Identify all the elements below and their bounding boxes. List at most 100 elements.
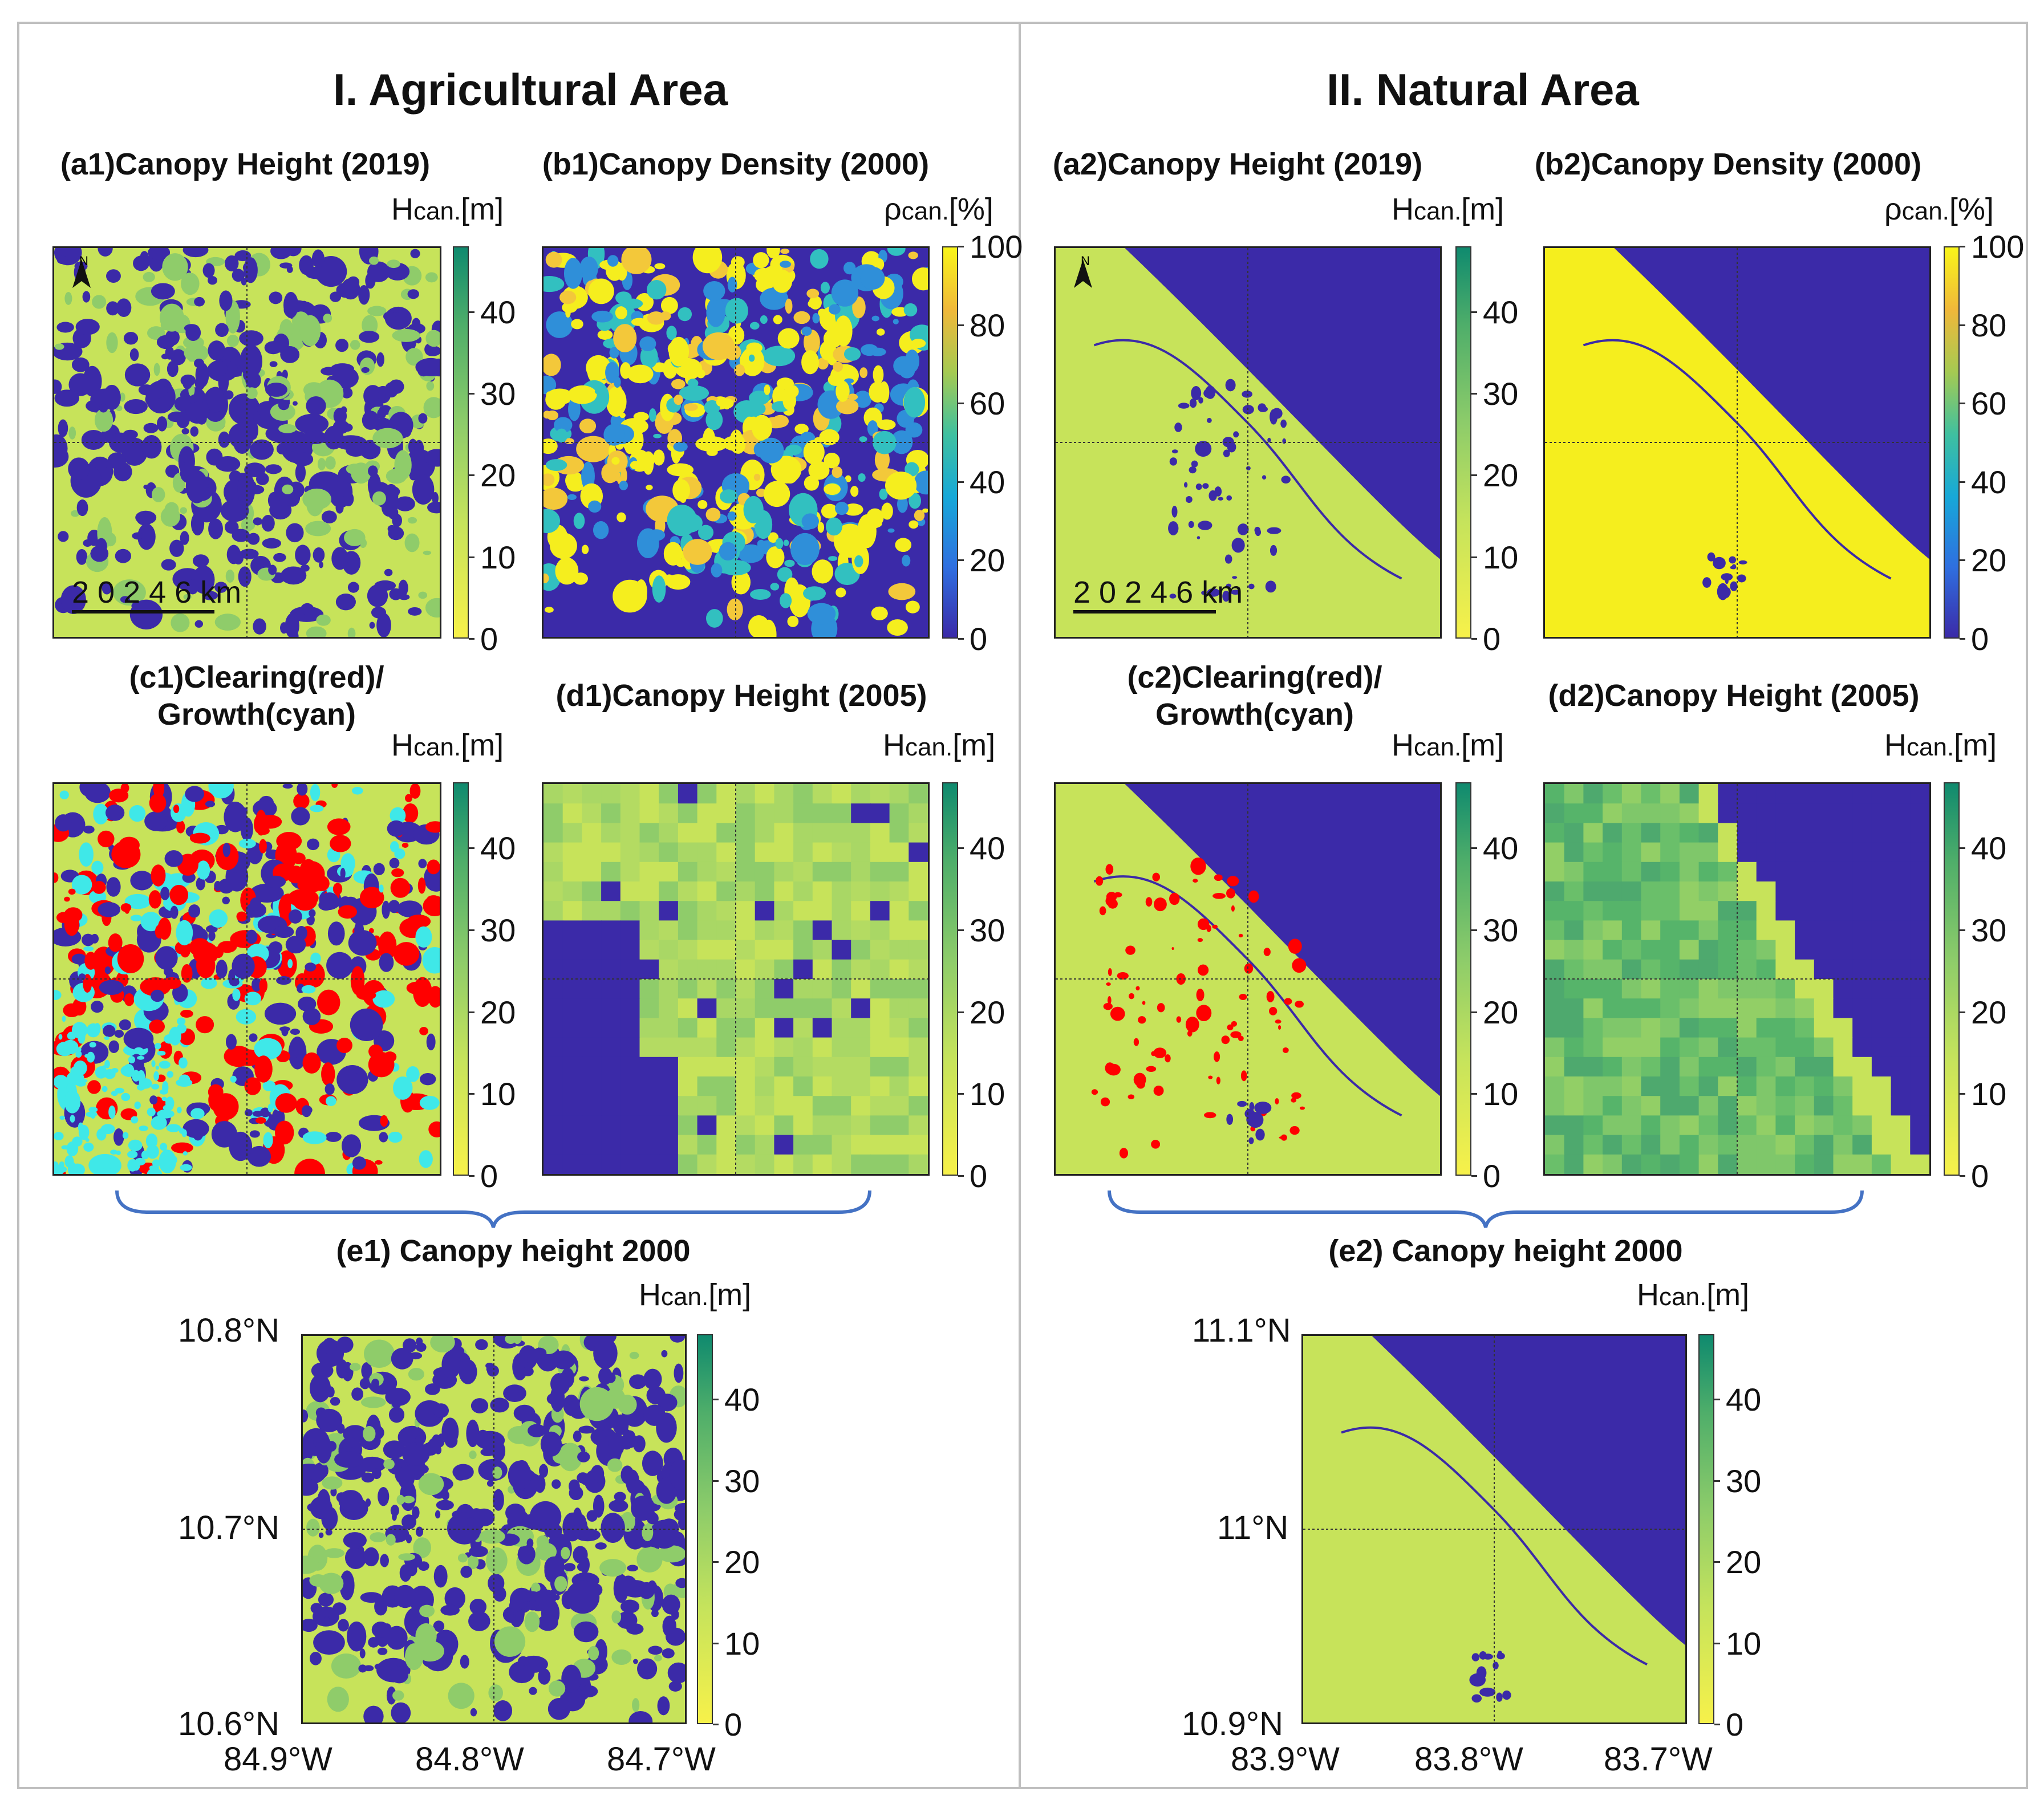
map-patch <box>433 1565 448 1588</box>
unit-c1: Hcan.[m] <box>391 728 504 762</box>
map-patch <box>159 1041 172 1059</box>
grid-cell <box>601 1096 621 1116</box>
grid-cell <box>697 881 717 902</box>
map-patch <box>84 784 111 803</box>
grid-cell <box>774 823 794 843</box>
growth-patch <box>86 1051 95 1063</box>
map-patch <box>679 385 709 401</box>
map-patch <box>441 1351 461 1379</box>
map-patch <box>635 579 647 604</box>
grid-cell <box>1795 803 1815 824</box>
map-patch <box>393 942 420 966</box>
grid-cell <box>889 901 910 921</box>
map-patch <box>668 336 690 367</box>
map-patch <box>486 1480 494 1487</box>
grid-cell <box>716 998 736 1019</box>
map-patch <box>332 1602 347 1615</box>
grid-cell <box>812 998 833 1019</box>
water-patch <box>1248 1137 1254 1144</box>
clearing-patch <box>1128 1094 1135 1100</box>
grid-cell <box>889 881 910 902</box>
map-patch <box>369 621 375 629</box>
map-patch <box>347 582 359 593</box>
map-patch <box>183 594 192 600</box>
map-patch <box>406 1066 420 1082</box>
colorbar-tick-label: 0 <box>1483 621 1501 657</box>
map-patch <box>253 411 261 422</box>
colorbar-tick-label: 0 <box>1971 621 1989 657</box>
map-patch <box>208 276 217 285</box>
clearing-patch <box>1266 990 1275 1002</box>
colorbar-tick-label: 10 <box>1483 1076 1519 1112</box>
grid-cell <box>812 979 833 1000</box>
grid-cell <box>1583 1037 1604 1058</box>
grid-cell <box>697 1037 717 1058</box>
grid-cell <box>582 1057 602 1077</box>
grid-cell <box>1775 881 1796 902</box>
grid-cell <box>1621 784 1642 805</box>
grid-cell <box>601 784 621 805</box>
grid-cell <box>1621 1115 1642 1136</box>
clearing-patch <box>1206 925 1211 932</box>
map-patch <box>752 415 772 441</box>
map-patch <box>579 1376 589 1382</box>
map-patch <box>363 1705 384 1722</box>
map-patch <box>724 344 741 360</box>
grid-cell <box>562 803 583 824</box>
grid-cell <box>1737 1135 1757 1155</box>
grid-cell <box>1698 842 1719 863</box>
map-patch <box>663 542 683 566</box>
grid-cell <box>562 1135 583 1155</box>
map-patch <box>878 381 890 404</box>
map-patch <box>335 502 344 514</box>
grid-cell <box>1603 940 1623 960</box>
map-patch <box>580 1474 593 1485</box>
map-patch <box>653 449 665 466</box>
grid-cell <box>678 1018 698 1038</box>
map-patch <box>540 1431 562 1457</box>
water-patch <box>1254 526 1261 534</box>
grid-cell <box>659 784 679 805</box>
grid-cell <box>832 1076 852 1097</box>
map-patch <box>264 341 282 355</box>
map-patch <box>269 361 278 367</box>
water-patch <box>1202 483 1209 489</box>
grid-cell <box>1756 920 1777 941</box>
clearing-patch <box>1100 1097 1110 1107</box>
grid-cell <box>1621 803 1642 824</box>
grid-cell <box>562 823 583 843</box>
map-patch <box>812 559 834 584</box>
colorbar-tick-mark <box>713 1561 719 1563</box>
map-patch <box>389 588 403 600</box>
grid-cell <box>1756 881 1777 902</box>
colorbar-tick-mark <box>1960 324 1965 326</box>
grid-cell <box>851 1096 871 1116</box>
water-patch <box>1188 521 1194 528</box>
grid-cell <box>793 862 813 882</box>
map-patch <box>190 426 198 437</box>
map-patch <box>412 318 421 331</box>
growth-patch <box>82 1079 88 1083</box>
grid-cell <box>601 1135 621 1155</box>
map-patch <box>409 472 417 481</box>
grid-cell <box>1795 959 1815 980</box>
map-patch <box>208 340 226 361</box>
grid-cell <box>1814 1037 1834 1058</box>
map-patch <box>68 426 76 440</box>
grid-cell <box>582 940 602 960</box>
grid-cell <box>793 1037 813 1058</box>
map-patch <box>224 802 247 832</box>
grid-cell <box>544 842 563 863</box>
grid-cell <box>1891 1154 1911 1174</box>
grid-cell <box>909 1096 928 1116</box>
map-patch <box>103 384 121 411</box>
map-patch <box>155 946 178 970</box>
grid-cell <box>620 803 640 824</box>
map-patch <box>719 542 737 561</box>
map-patch <box>620 1465 634 1484</box>
grid-cell <box>812 1076 833 1097</box>
map-patch <box>801 513 819 530</box>
map-patch <box>350 340 360 350</box>
grid-cell <box>736 979 756 1000</box>
grid-cell <box>620 842 640 863</box>
